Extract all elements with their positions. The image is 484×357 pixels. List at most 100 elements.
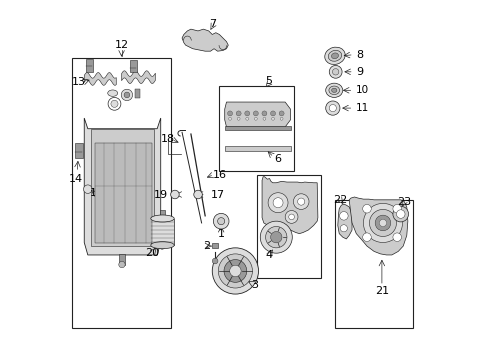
Polygon shape [84,118,160,255]
Circle shape [329,65,341,78]
Circle shape [260,221,292,253]
Circle shape [279,111,284,116]
Ellipse shape [325,83,342,97]
Text: 4: 4 [265,250,272,260]
Circle shape [363,203,402,242]
Circle shape [213,213,228,229]
Polygon shape [337,204,351,239]
Ellipse shape [324,47,345,65]
Text: 15: 15 [90,188,104,198]
Text: 19: 19 [153,190,167,200]
Text: 23: 23 [396,197,410,207]
Circle shape [119,261,125,268]
Text: 9: 9 [356,67,363,77]
Polygon shape [182,29,228,51]
Circle shape [270,111,275,116]
FancyBboxPatch shape [159,210,165,246]
Text: 2: 2 [203,241,210,251]
FancyBboxPatch shape [75,142,83,157]
Circle shape [170,190,179,199]
Circle shape [272,198,283,208]
Ellipse shape [107,90,118,96]
Text: 18: 18 [160,134,175,144]
Circle shape [378,220,386,226]
Circle shape [83,185,92,193]
Circle shape [236,111,241,116]
Circle shape [280,117,283,120]
Circle shape [392,205,401,213]
Circle shape [261,111,266,116]
Text: 7: 7 [208,19,215,29]
Text: 5: 5 [265,76,272,86]
Circle shape [339,212,348,220]
Circle shape [253,111,258,116]
Ellipse shape [331,53,338,59]
Bar [256,175,320,278]
Ellipse shape [151,242,174,249]
Circle shape [224,260,246,282]
Ellipse shape [331,88,336,92]
Circle shape [392,233,401,241]
Text: 1: 1 [217,228,224,238]
Circle shape [228,117,231,120]
Circle shape [229,265,241,277]
Circle shape [362,233,370,241]
Circle shape [369,210,395,236]
Text: 8: 8 [356,50,363,60]
Polygon shape [95,143,151,242]
FancyBboxPatch shape [135,89,140,98]
Ellipse shape [328,86,339,95]
Circle shape [217,218,224,225]
Bar [224,146,290,151]
Circle shape [392,206,408,222]
Circle shape [288,214,294,220]
Polygon shape [261,177,317,233]
Circle shape [121,89,132,101]
FancyBboxPatch shape [212,243,218,248]
Circle shape [159,243,165,249]
Circle shape [362,205,370,213]
Text: 17: 17 [210,190,224,200]
Circle shape [254,117,257,120]
FancyBboxPatch shape [119,253,124,265]
Ellipse shape [151,215,174,222]
Bar [72,57,171,328]
Circle shape [340,225,347,232]
Bar [219,86,293,171]
Circle shape [265,226,287,248]
Circle shape [329,105,336,112]
Text: 3: 3 [251,280,258,290]
Bar [334,200,412,328]
Polygon shape [84,72,116,85]
Text: 16: 16 [212,170,226,180]
Circle shape [293,194,308,210]
Ellipse shape [328,50,341,61]
Text: 10: 10 [356,85,369,95]
Circle shape [244,111,249,116]
Circle shape [245,117,248,120]
Circle shape [218,254,252,288]
Text: 20: 20 [144,248,159,258]
Circle shape [262,117,265,120]
Circle shape [395,210,404,218]
Circle shape [332,69,338,75]
Text: 12: 12 [114,40,128,50]
Circle shape [111,100,118,107]
Circle shape [212,248,258,294]
Polygon shape [121,71,155,84]
FancyBboxPatch shape [86,59,92,72]
Text: 13: 13 [72,77,86,87]
Circle shape [227,111,232,116]
Polygon shape [91,129,153,246]
Text: 21: 21 [374,286,388,296]
Circle shape [212,258,217,264]
Circle shape [271,117,274,120]
Bar [224,126,290,131]
Text: 6: 6 [273,154,280,164]
Circle shape [268,193,287,213]
Text: 14: 14 [69,174,83,183]
Circle shape [270,231,281,243]
Text: 11: 11 [356,103,369,113]
Circle shape [124,92,130,98]
Circle shape [237,117,240,120]
